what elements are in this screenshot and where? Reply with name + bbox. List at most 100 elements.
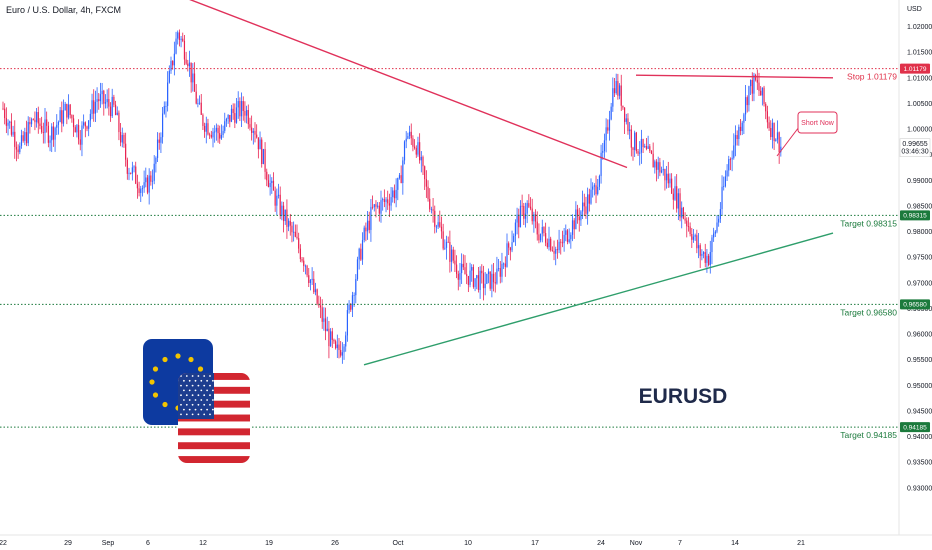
candle-body bbox=[232, 108, 234, 114]
candle-body bbox=[467, 275, 469, 285]
chart-title: Euro / U.S. Dollar, 4h, FXCM bbox=[6, 5, 122, 15]
candle-body bbox=[141, 188, 144, 189]
candle-body bbox=[543, 227, 545, 234]
candle-body bbox=[571, 220, 574, 235]
candle-body bbox=[765, 103, 767, 112]
candle-body bbox=[195, 91, 197, 104]
candle-body bbox=[620, 85, 622, 106]
candle-body bbox=[662, 168, 664, 171]
candle-body bbox=[247, 109, 249, 125]
candle-body bbox=[476, 275, 478, 279]
candle-body bbox=[702, 252, 705, 254]
candle-body bbox=[219, 133, 221, 139]
candle-body bbox=[365, 227, 367, 232]
level-label-target3: Target 0.94185 bbox=[840, 430, 897, 440]
candle-body bbox=[440, 226, 443, 232]
candle-body bbox=[67, 104, 70, 118]
candle-body bbox=[615, 80, 617, 94]
candle-body bbox=[691, 234, 693, 240]
candle-body bbox=[684, 218, 686, 221]
x-tick-label: 7 bbox=[678, 540, 682, 547]
candle-body bbox=[47, 125, 49, 143]
candle-body bbox=[200, 102, 202, 115]
candle-body bbox=[183, 40, 186, 60]
candle-body bbox=[56, 124, 58, 128]
candle-body bbox=[338, 344, 340, 351]
candle-body bbox=[570, 234, 572, 240]
candle-body bbox=[84, 122, 86, 127]
level-tag-target3 bbox=[900, 422, 930, 433]
x-tick-label: 12 bbox=[199, 540, 207, 547]
level-tag-text: 0.98315 bbox=[903, 213, 927, 220]
candle-body bbox=[666, 173, 668, 181]
candle-body bbox=[246, 109, 248, 116]
us-star bbox=[191, 375, 194, 377]
candle-body bbox=[242, 101, 244, 112]
candle-body bbox=[355, 279, 357, 296]
candle-body bbox=[293, 231, 295, 233]
us-star bbox=[191, 413, 194, 416]
candle-body bbox=[424, 166, 426, 180]
us-star bbox=[206, 408, 209, 411]
candle-body bbox=[279, 194, 281, 216]
candle-body bbox=[671, 178, 673, 194]
candle-body bbox=[496, 268, 498, 284]
us-star bbox=[180, 413, 182, 416]
candle-body bbox=[509, 247, 511, 251]
candle-body bbox=[582, 202, 584, 212]
candle-body bbox=[649, 146, 651, 151]
candle-body bbox=[314, 289, 317, 293]
candle-body bbox=[361, 240, 364, 260]
candle-body bbox=[432, 209, 434, 211]
candle-body bbox=[518, 214, 520, 228]
candle-body bbox=[708, 255, 710, 265]
candle-body bbox=[336, 344, 338, 349]
candle-body bbox=[83, 122, 85, 126]
candle-body bbox=[198, 102, 201, 104]
candle-body bbox=[501, 263, 503, 277]
candle-body bbox=[160, 137, 162, 143]
candle-body bbox=[492, 273, 495, 283]
us-star bbox=[183, 399, 185, 401]
candle-body bbox=[526, 203, 528, 214]
candle-body bbox=[506, 243, 508, 267]
candle-body bbox=[54, 127, 56, 140]
candle-body bbox=[519, 205, 522, 228]
candle-body bbox=[383, 199, 385, 202]
candle-body bbox=[319, 305, 322, 308]
candle-body bbox=[363, 227, 365, 241]
candle-body bbox=[528, 203, 530, 207]
candle-body bbox=[299, 248, 301, 260]
candle-body bbox=[335, 341, 337, 349]
candle-body bbox=[262, 149, 264, 165]
candle-body bbox=[563, 234, 565, 244]
candle-body bbox=[291, 225, 293, 233]
candle-body bbox=[415, 147, 417, 155]
candle-body bbox=[575, 209, 577, 230]
candle-body bbox=[356, 259, 359, 280]
candle-body bbox=[456, 264, 458, 274]
us-star bbox=[191, 384, 194, 387]
candle-body bbox=[546, 242, 548, 248]
candle-body bbox=[536, 221, 538, 235]
candle-body bbox=[660, 170, 663, 173]
candle-body bbox=[62, 110, 65, 124]
candle-body bbox=[624, 107, 626, 122]
candle-body bbox=[239, 101, 241, 117]
candle-body bbox=[682, 207, 684, 219]
candle-body bbox=[583, 202, 585, 207]
candle-body bbox=[266, 171, 268, 181]
candle-body bbox=[76, 125, 78, 133]
candle-body bbox=[177, 32, 179, 39]
candle-body bbox=[224, 121, 226, 131]
y-tick-label: 0.93000 bbox=[907, 485, 932, 492]
candle-body bbox=[545, 233, 547, 243]
candle-body bbox=[32, 119, 34, 121]
time-axis: 22 29 Sep 6 12 19 26 Oct 10 17 24 Nov 7 14 21 bbox=[0, 534, 932, 547]
candle-body bbox=[209, 134, 211, 136]
candle-body bbox=[30, 119, 33, 125]
candle-body bbox=[165, 105, 167, 107]
us-star bbox=[183, 379, 185, 382]
candle-body bbox=[652, 153, 654, 168]
